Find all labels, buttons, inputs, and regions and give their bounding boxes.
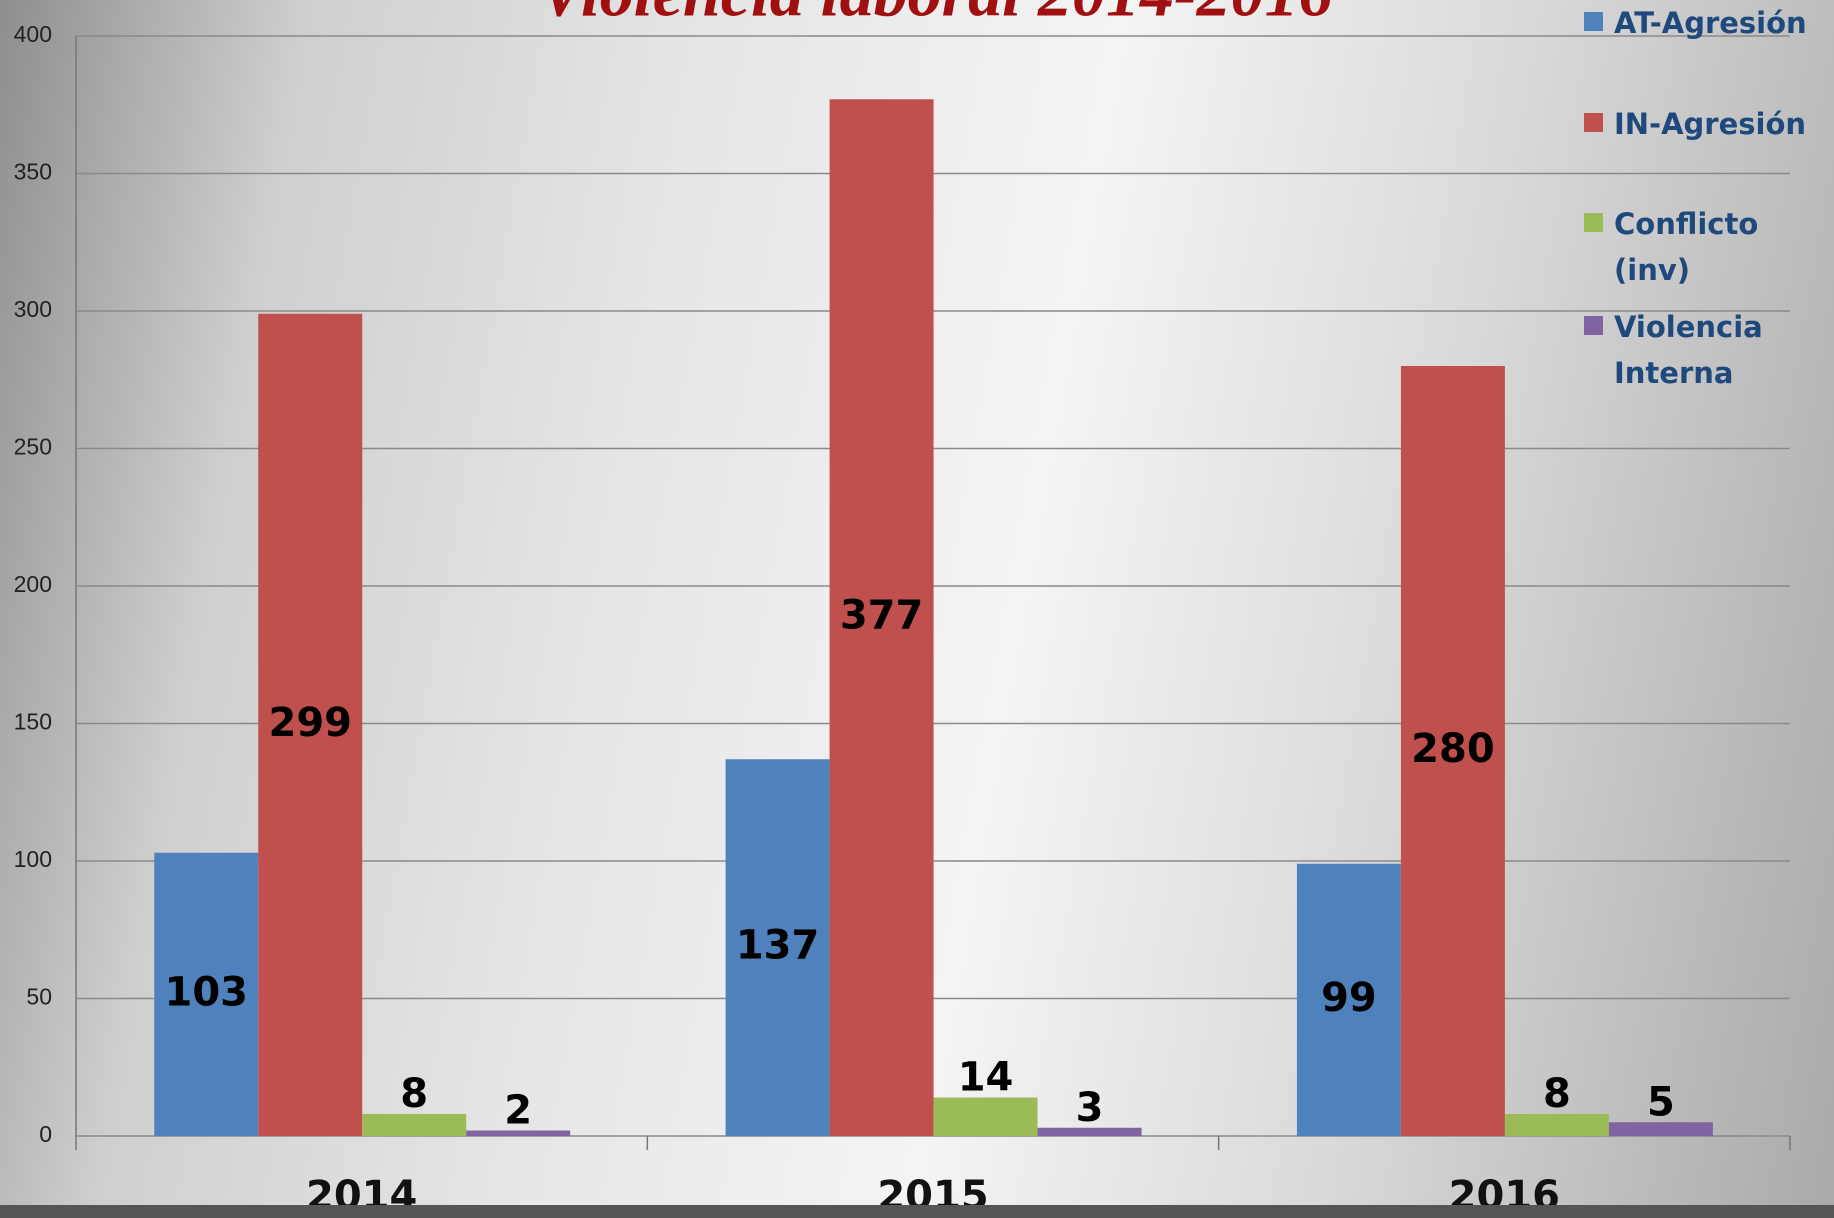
data-label: 14: [958, 1055, 1014, 1101]
y-tick-label: 100: [14, 846, 52, 872]
y-tick-label: 300: [14, 296, 52, 322]
y-tick-label: 400: [14, 21, 52, 47]
data-label: 280: [1411, 726, 1495, 772]
data-label: 103: [165, 969, 249, 1015]
bar: [1504, 1114, 1609, 1136]
bar: [154, 852, 259, 1136]
bar: [1037, 1127, 1142, 1136]
legend: AT-Agresión IN-Agresión Conflicto (inv) Vio…: [1584, 0, 1834, 420]
bar: [933, 1097, 1038, 1136]
data-label: 299: [268, 700, 352, 746]
legend-swatch: [1584, 113, 1603, 132]
data-label: 8: [400, 1071, 428, 1117]
data-label: 377: [840, 593, 924, 639]
data-label: 2: [504, 1088, 532, 1134]
bar: [1608, 1122, 1713, 1136]
legend-label: AT-Agresión: [1614, 6, 1807, 40]
y-tick-label: 250: [14, 434, 52, 460]
legend-label: IN-Agresión: [1614, 107, 1807, 141]
bar: [1400, 366, 1505, 1136]
data-label: 137: [736, 923, 820, 969]
bar: [829, 99, 934, 1136]
legend-swatch: [1584, 213, 1603, 232]
bar: [725, 759, 830, 1136]
bar: [1296, 863, 1401, 1136]
legend-swatch: [1584, 12, 1603, 31]
bottom-strip: [0, 1205, 1834, 1218]
data-label: 99: [1321, 975, 1377, 1021]
data-label: 5: [1647, 1079, 1675, 1125]
legend-swatch: [1584, 316, 1603, 335]
bar: [466, 1130, 571, 1136]
legend-label: Violencia Interna: [1614, 310, 1763, 390]
data-label: 8: [1543, 1071, 1571, 1117]
y-tick-label: 350: [14, 159, 52, 185]
data-label: 3: [1076, 1085, 1104, 1131]
y-tick-label: 150: [14, 709, 52, 735]
bar: [258, 313, 363, 1136]
y-tick-label: 200: [14, 571, 52, 597]
y-tick-label: 50: [26, 984, 52, 1010]
bar: [362, 1114, 467, 1136]
y-tick-label: 0: [39, 1121, 52, 1147]
legend-label: Conflicto (inv): [1614, 207, 1759, 287]
chart-title: Violencia laboral 2014-2016: [539, 0, 1332, 31]
